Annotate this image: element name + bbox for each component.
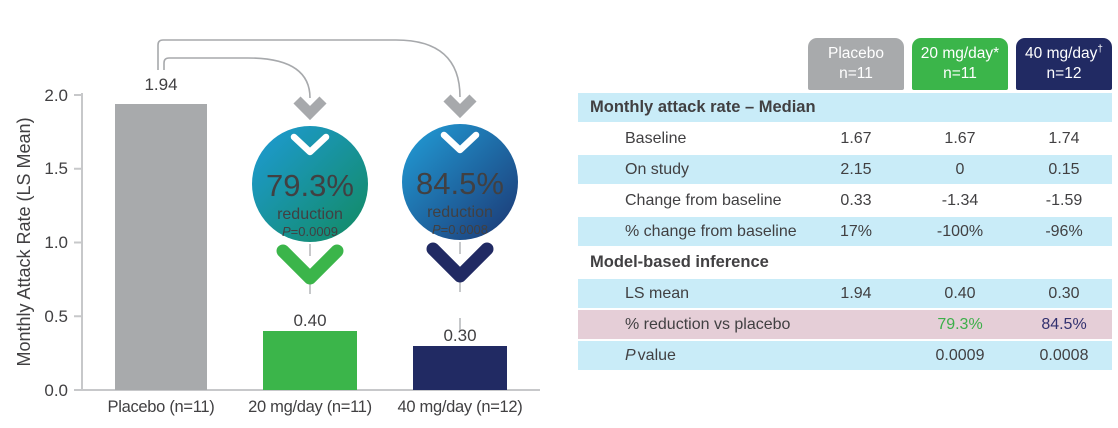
table-row: % change from baseline 17% -100% -96% (578, 217, 1112, 246)
arrowhead-down-icon-20mg (293, 96, 327, 121)
column-header-placebo: Placebo n=11 (808, 38, 904, 90)
cell-20mg: 1.67 (944, 129, 976, 147)
results-table: Placebo n=11 20 mg/day* n=11 40 mg/day† … (578, 38, 1112, 372)
badge-pvalue-20mg: P=0.0009 (282, 224, 338, 239)
cell-40mg: -1.59 (1045, 191, 1083, 209)
p-italic: P (282, 224, 291, 239)
p-italic: P (432, 222, 441, 237)
arrowhead-down-icon-40mg (443, 94, 477, 119)
y-tick-label: 1.0 (44, 233, 68, 252)
x-label-20mg: 20 mg/day (n=11) (248, 398, 372, 416)
badge-pvalue-40mg: P=0.0008 (432, 222, 488, 237)
column-title: 40 mg/day† (1025, 44, 1103, 64)
y-tick-label: 0.0 (44, 381, 68, 400)
badge-word-40mg: reduction (427, 204, 493, 221)
table-section-row: Model-based inference (578, 248, 1112, 277)
dagger-symbol: † (1097, 43, 1103, 55)
cell-20mg: -100% (936, 222, 984, 240)
table-row: Change from baseline 0.33 -1.34 -1.59 (578, 186, 1112, 215)
connector-line-to-40mg (157, 39, 461, 98)
row-label: % change from baseline (625, 222, 797, 240)
cell-20mg: 0 (955, 160, 965, 178)
header-spacer (578, 38, 800, 90)
y-tick-label: 2.0 (44, 86, 68, 105)
cell-placebo: 1.67 (840, 129, 872, 147)
table-section-row: Monthly attack rate – Median (578, 93, 1112, 122)
section-label: Monthly attack rate – Median (590, 98, 816, 116)
cell-20mg: -1.34 (941, 191, 979, 209)
y-tick-label: 0.5 (44, 307, 68, 326)
x-label-40mg: 40 mg/day (n=12) (398, 398, 523, 416)
p-number: =0.0009 (291, 224, 338, 239)
cell-40mg: 0.30 (1048, 284, 1080, 302)
table-row: On study 2.15 0 0.15 (578, 155, 1112, 184)
column-title-text: 40 mg/day (1025, 44, 1098, 62)
column-header-20mg: 20 mg/day* n=11 (912, 38, 1008, 90)
bar-placebo (115, 104, 207, 390)
cell-20mg: 0.0009 (935, 346, 985, 364)
attack-rate-bar-chart: 0.0 0.5 1.0 1.5 2.0 Monthly Attack Rate … (14, 39, 540, 416)
badge-word-20mg: reduction (277, 206, 343, 223)
table-row: Baseline 1.67 1.67 1.74 (578, 124, 1112, 153)
table-header-row: Placebo n=11 20 mg/day* n=11 40 mg/day† … (578, 38, 1112, 90)
reduction-badge-20mg (252, 126, 368, 242)
column-n: n=11 (839, 65, 873, 82)
cell-placebo: 2.15 (840, 160, 872, 178)
row-label: Baseline (625, 129, 687, 147)
cell-20mg: 0.40 (944, 284, 976, 302)
row-label: Change from baseline (625, 191, 782, 209)
badge-percent-40mg: 84.5% (416, 166, 504, 201)
cell-40mg: 0.0008 (1039, 346, 1089, 364)
y-axis-title: Monthly Attack Rate (LS Mean) (14, 117, 34, 366)
reduction-badge-40mg (402, 124, 518, 240)
row-label: % reduction vs placebo (625, 315, 791, 333)
cell-40mg: 1.74 (1048, 129, 1080, 147)
bar-20mg (263, 331, 357, 390)
p-italic: P (625, 346, 636, 364)
bar-value-20mg: 0.40 (293, 311, 326, 330)
chevron-down-icon-white-40mg (440, 131, 480, 154)
column-title: Placebo (827, 44, 884, 62)
row-label: On study (625, 160, 690, 178)
badge-percent-20mg: 79.3% (266, 168, 354, 203)
row-label-text: value (637, 346, 676, 364)
column-n: n=12 (1046, 65, 1082, 82)
cell-40mg: 0.15 (1048, 160, 1080, 178)
p-number: =0.0008 (441, 222, 488, 237)
bar-value-40mg: 0.30 (443, 326, 476, 345)
table-row-reduction: % reduction vs placebo 79.3% 84.5% (578, 310, 1112, 339)
y-tick-label: 1.5 (44, 159, 68, 178)
table-row: LS mean 1.94 0.40 0.30 (578, 279, 1112, 308)
x-label-placebo: Placebo (n=11) (108, 398, 215, 416)
column-header-40mg: 40 mg/day† n=12 (1016, 38, 1112, 90)
row-label: LS mean (625, 284, 690, 302)
cell-20mg: 79.3% (937, 315, 983, 333)
connector-line-to-20mg (163, 57, 311, 99)
column-title: 20 mg/day* (920, 44, 1000, 62)
chevron-down-icon-navy (426, 242, 494, 283)
cell-40mg: 84.5% (1041, 315, 1087, 333)
cell-40mg: -96% (1045, 222, 1083, 240)
bar-40mg (413, 346, 507, 390)
column-n: n=11 (943, 65, 977, 82)
bar-value-placebo: 1.94 (144, 75, 177, 94)
chevron-down-icon-white-20mg (290, 133, 330, 156)
cell-placebo: 17% (839, 222, 873, 240)
chevron-down-icon-green (276, 244, 344, 285)
section-label: Model-based inference (590, 253, 769, 271)
y-axis-ticks (74, 94, 82, 391)
cell-placebo: 0.33 (840, 191, 872, 209)
cell-placebo: 1.94 (840, 284, 872, 302)
